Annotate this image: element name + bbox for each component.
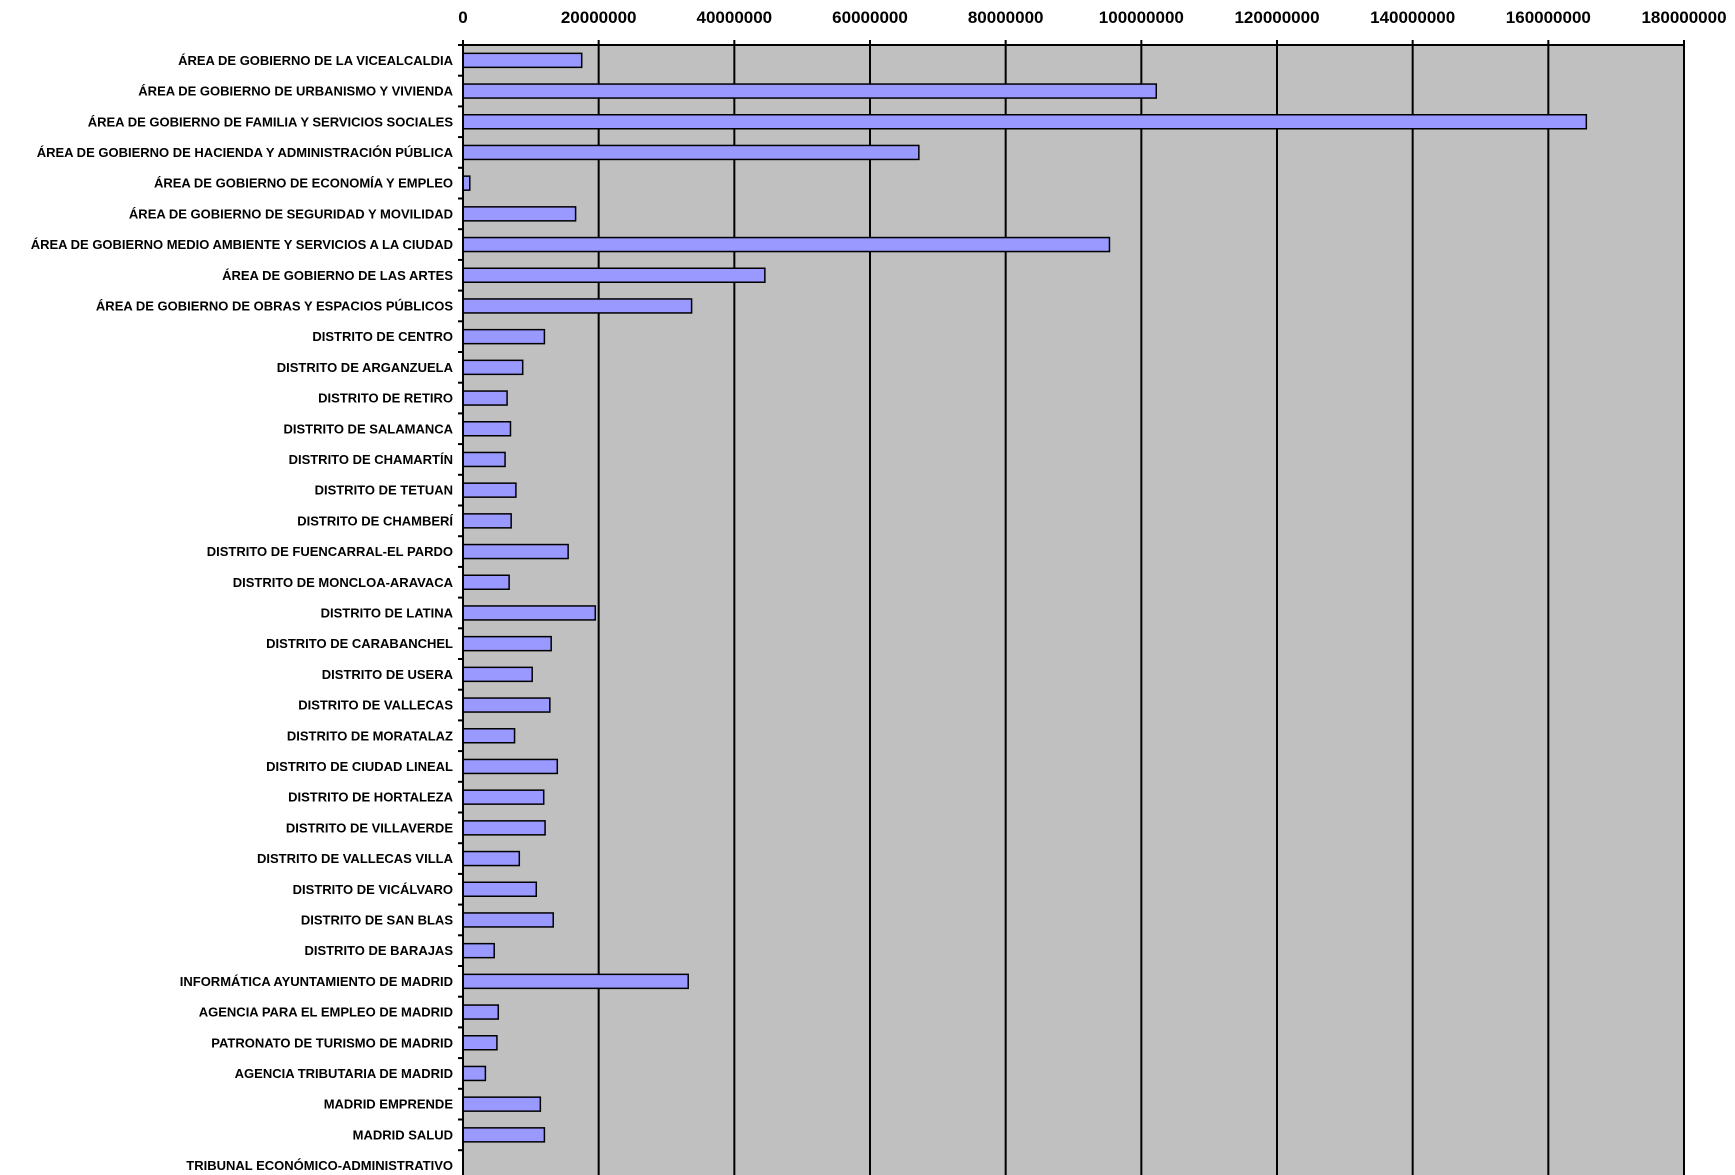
category-label: TRIBUNAL ECONÓMICO-ADMINISTRATIVO [186, 1158, 453, 1173]
x-tick-label: 120000000 [1234, 8, 1319, 27]
category-label: DISTRITO DE TETUAN [315, 483, 453, 498]
category-label: DISTRITO DE VALLECAS [298, 698, 453, 713]
bar [462, 328, 546, 345]
bar [462, 881, 538, 897]
bars [462, 52, 1588, 1143]
bar [462, 728, 516, 744]
bar [462, 1065, 487, 1082]
category-label: DISTRITO DE BARAJAS [304, 943, 453, 958]
x-tick-label: 100000000 [1099, 8, 1184, 27]
bar [462, 390, 508, 406]
bar [462, 482, 517, 498]
category-label: DISTRITO DE SAN BLAS [301, 912, 453, 927]
category-labels: ÁREA DE GOBIERNO DE LA VICEALCALDIA ÁREA … [31, 53, 454, 1173]
category-label: DISTRITO DE VILLAVERDE [286, 820, 453, 835]
bar [462, 605, 597, 621]
category-label: DISTRITO DE HORTALEZA [288, 790, 454, 805]
bar [462, 666, 533, 683]
bar [462, 850, 521, 867]
category-label: ÁREA DE GOBIERNO DE FAMILIA Y SERVICIOS … [88, 114, 454, 129]
bar [462, 52, 583, 69]
bar [462, 543, 569, 560]
bar [462, 1127, 546, 1143]
bar [462, 359, 524, 376]
bar [462, 83, 1158, 99]
category-label: DISTRITO DE VALLECAS VILLA [257, 851, 454, 866]
bar [462, 298, 693, 314]
category-label: ÁREA DE GOBIERNO DE LAS ARTES [222, 268, 453, 283]
bar [462, 820, 546, 836]
x-axis-ticks: 0 20000000 40000000 60000000 80000000 1000000… [458, 8, 1727, 45]
bar [462, 912, 554, 928]
category-label: AGENCIA TRIBUTARIA DE MADRID [235, 1066, 453, 1081]
bar [462, 144, 920, 161]
bar [462, 697, 551, 713]
category-label: DISTRITO DE SALAMANCA [284, 421, 454, 436]
category-label: ÁREA DE GOBIERNO DE LA VICEALCALDIA [178, 53, 454, 68]
category-label: PATRONATO DE TURISMO DE MADRID [211, 1035, 453, 1050]
category-label: ÁREA DE GOBIERNO MEDIO AMBIENTE Y SERVIC… [31, 237, 453, 252]
category-label: DISTRITO DE CIUDAD LINEAL [266, 759, 453, 774]
x-tick-label: 40000000 [697, 8, 773, 27]
category-label: ÁREA DE GOBIERNO DE HACIENDA Y ADMINISTR… [37, 145, 454, 160]
bar [462, 1035, 498, 1051]
plot-area [463, 45, 1684, 1175]
category-label: ÁREA DE GOBIERNO DE ECONOMÍA Y EMPLEO [154, 176, 453, 191]
category-label: DISTRITO DE FUENCARRAL-EL PARDO [207, 544, 453, 559]
category-label: INFORMÁTICA AYUNTAMIENTO DE MADRID [180, 974, 453, 989]
bar [462, 175, 471, 191]
category-label: DISTRITO DE CHAMARTÍN [289, 452, 453, 467]
bar [462, 236, 1111, 253]
bar [462, 206, 577, 222]
category-label: DISTRITO DE CHAMBERÍ [297, 513, 453, 528]
x-tick-label: 80000000 [968, 8, 1044, 27]
category-label: ÁREA DE GOBIERNO DE OBRAS Y ESPACIOS PÚB… [96, 298, 453, 313]
x-tick-label: 60000000 [832, 8, 908, 27]
category-label: DISTRITO DE USERA [322, 667, 454, 682]
category-label: DISTRITO DE VICÁLVARO [293, 882, 453, 897]
bar [462, 1096, 542, 1112]
x-tick-label: 140000000 [1370, 8, 1455, 27]
category-label: MADRID EMPRENDE [324, 1097, 454, 1112]
bar [462, 114, 1588, 130]
x-tick-label: 0 [458, 8, 467, 27]
bar [462, 421, 512, 437]
category-label: DISTRITO DE MORATALAZ [287, 728, 453, 743]
bar [462, 451, 506, 468]
x-tick-label: 160000000 [1506, 8, 1591, 27]
x-tick-label: 20000000 [561, 8, 637, 27]
bar [462, 267, 766, 283]
gridlines [597, 45, 1685, 1175]
bar [462, 758, 559, 775]
category-label: ÁREA DE GOBIERNO DE URBANISMO Y VIVIENDA [138, 84, 453, 99]
bar [462, 1004, 500, 1020]
category-label: AGENCIA PARA EL EMPLEO DE MADRID [199, 1005, 453, 1020]
category-label: DISTRITO DE CENTRO [312, 329, 453, 344]
x-tick-label: 180000000 [1641, 8, 1726, 27]
category-label: ÁREA DE GOBIERNO DE SEGURIDAD Y MOVILIDA… [129, 206, 453, 221]
category-label: DISTRITO DE LATINA [321, 605, 454, 620]
bar [462, 635, 552, 652]
bar [462, 513, 512, 529]
bar [462, 574, 510, 590]
axes [458, 44, 1685, 1175]
category-label: DISTRITO DE RETIRO [318, 391, 453, 406]
category-label: DISTRITO DE ARGANZUELA [277, 360, 454, 375]
bar [462, 942, 495, 959]
category-label: DISTRITO DE CARABANCHEL [266, 636, 453, 651]
category-label: DISTRITO DE MONCLOA-ARAVACA [233, 575, 454, 590]
category-label: MADRID SALUD [353, 1127, 453, 1142]
bar [462, 789, 545, 805]
bar [462, 973, 689, 990]
